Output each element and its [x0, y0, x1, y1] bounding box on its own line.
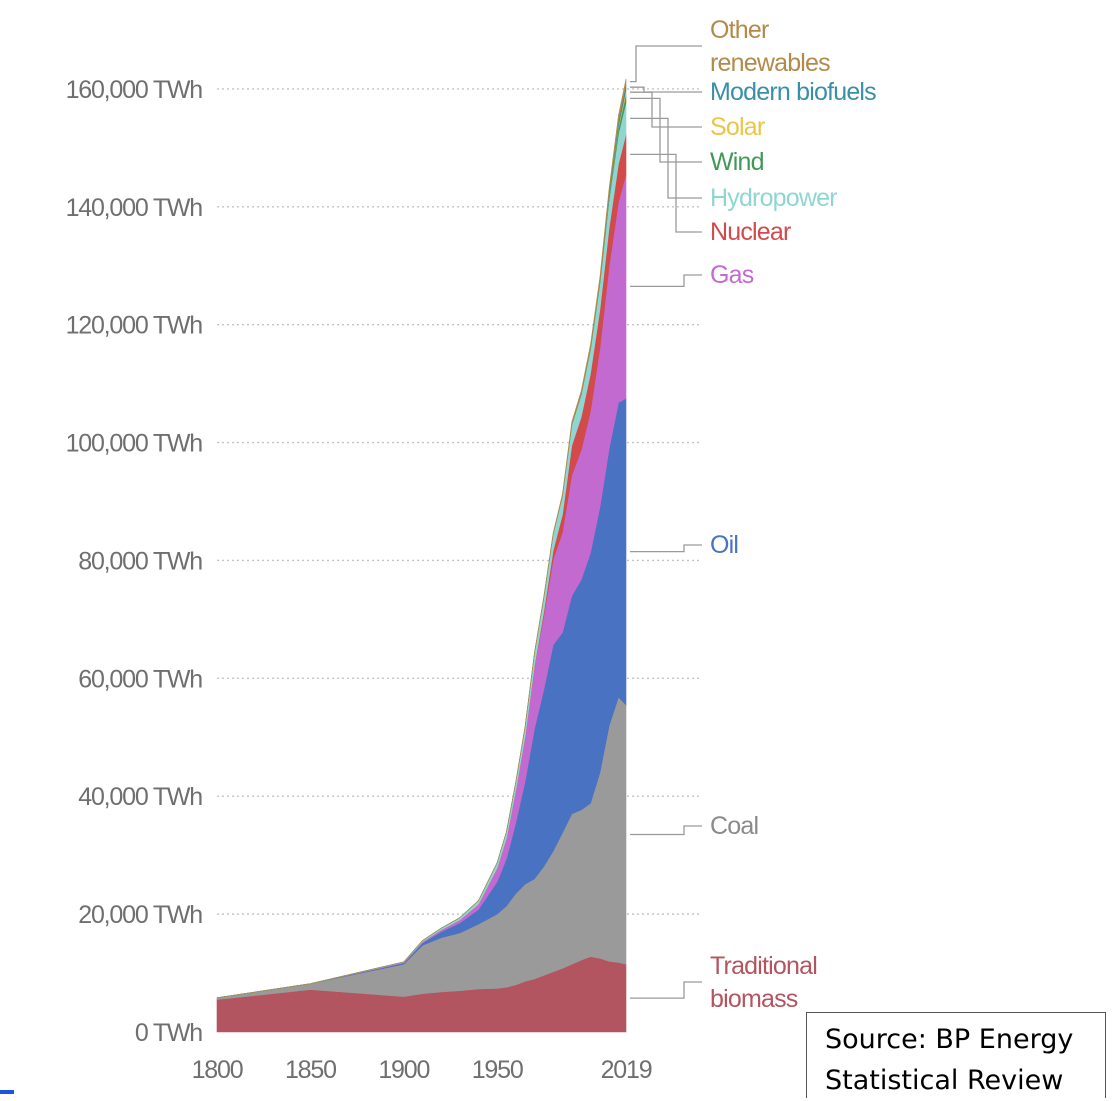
y-tick-label: 100,000 TWh — [66, 430, 203, 458]
legend-label: renewables — [710, 49, 830, 77]
legend-leader-line — [630, 97, 702, 163]
y-tick-label: 40,000 TWh — [78, 783, 202, 811]
legend-label: Other — [710, 16, 769, 44]
legend-leader-line — [630, 117, 702, 199]
y-tick-label: 140,000 TWh — [66, 194, 203, 222]
legend-leader-line — [630, 544, 702, 553]
legend-label: Modern biofuels — [710, 78, 876, 106]
y-axis-ticks: 0 TWh 20,000 TWh 40,000 TWh 60,000 TWh 80,00… — [66, 76, 204, 1047]
legend-leader-line — [630, 91, 702, 128]
corner-marker — [0, 1090, 14, 1094]
stacked-areas — [216, 78, 627, 1033]
legend-label: biomass — [710, 985, 798, 1013]
legend-label: Gas — [710, 261, 754, 289]
y-tick-label: 80,000 TWh — [78, 547, 202, 575]
x-tick-label: 1800 — [192, 1056, 243, 1084]
x-tick-label: 1850 — [285, 1056, 336, 1084]
y-tick-label: 60,000 TWh — [78, 665, 202, 693]
legend-label: Hydropower — [710, 184, 837, 212]
legend-leader-line — [630, 981, 702, 999]
legend-label: Solar — [710, 113, 765, 141]
legend-label: Nuclear — [710, 218, 791, 246]
source-note: Source: BP Energy Statistical Review — [806, 1012, 1106, 1098]
source-note-line-2: Statistical Review — [825, 1065, 1064, 1096]
y-tick-label: 160,000 TWh — [66, 76, 203, 104]
y-tick-label: 0 TWh — [135, 1019, 202, 1047]
source-note-line-1: Source: BP Energy — [825, 1024, 1074, 1055]
y-tick-label: 120,000 TWh — [66, 312, 203, 340]
legend-label: Oil — [710, 531, 738, 559]
legend-leader-line — [630, 153, 702, 233]
x-axis-ticks: 1800 1850 1900 1950 2019 — [192, 1056, 653, 1084]
x-tick-label: 1900 — [378, 1056, 429, 1084]
legend-label: Wind — [710, 148, 764, 176]
x-tick-label: 2019 — [601, 1056, 652, 1084]
legend-leader-lines — [630, 45, 702, 999]
legend-leader-line — [630, 86, 702, 93]
y-tick-label: 20,000 TWh — [78, 901, 202, 929]
legend-leader-line — [630, 274, 702, 288]
gridlines — [217, 88, 700, 915]
legend-leader-line — [630, 825, 702, 836]
legend-leader-line — [630, 45, 702, 83]
area-other-renewables — [216, 78, 627, 999]
x-tick-label: 1950 — [472, 1056, 523, 1084]
legend-label: Coal — [710, 812, 758, 840]
legend-label: Traditional — [710, 952, 817, 980]
